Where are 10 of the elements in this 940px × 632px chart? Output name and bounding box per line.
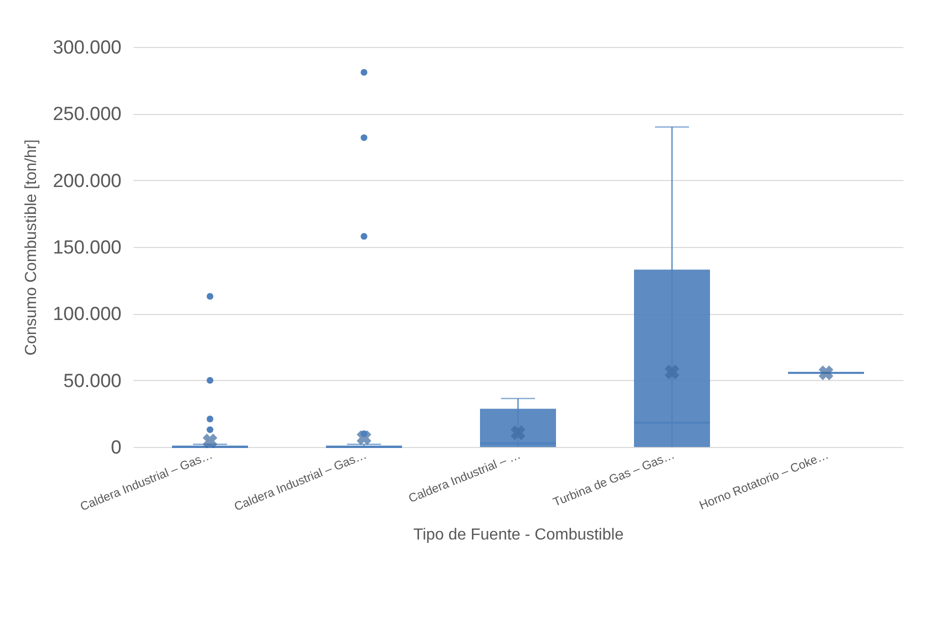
- y-tick-label: 100.000: [52, 304, 122, 326]
- y-tick-label: 300.000: [52, 38, 122, 58]
- y-axis-title: Consumo Combustible [ton/hr]: [22, 139, 40, 356]
- y-tick-label: 250.000: [52, 104, 122, 126]
- y-tick-label: 0: [110, 438, 122, 458]
- x-axis-title: Tipo de Fuente - Combustible: [413, 526, 624, 544]
- y-tick-label: 50.000: [63, 370, 122, 392]
- x-tick-label: Turbina de Gas – Gas…: [551, 448, 676, 510]
- y-tick-label: 200.000: [52, 170, 122, 192]
- y-tick-label: 150.000: [52, 238, 122, 258]
